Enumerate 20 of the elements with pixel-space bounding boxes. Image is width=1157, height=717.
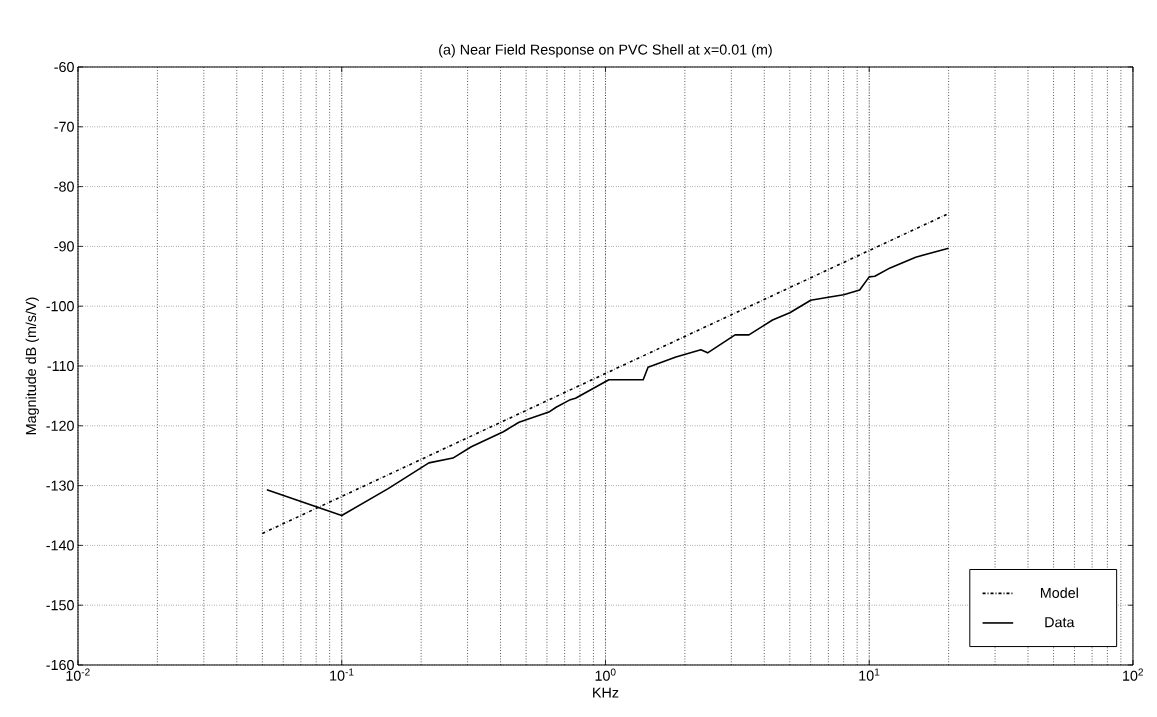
y-tick-label: -90 [54,241,74,252]
y-tick-label: -60 [54,61,74,73]
y-tick-label: -160 [46,659,74,671]
legend-label: Data [1045,617,1075,628]
x-tick-label: 10$^{1}$ [859,668,880,681]
y-tick-label: -140 [46,540,74,551]
legend-label: Model [1040,587,1078,598]
chart-title: (a) Near Field Response on PVC Shell at x=0.01 (m) [439,44,772,58]
y-tick-label: -70 [54,121,74,132]
y-tick-label: -130 [46,480,74,491]
x-tick-label: 10$^{-1}$ [330,668,354,681]
x-axis-title: KHz [593,687,619,698]
y-axis-title: Magnitude dB (m/s/V) [25,297,39,435]
y-tick-label: -80 [54,181,74,192]
x-tick-label: 10$^{0}$ [595,668,616,681]
y-tick-label: -150 [46,600,74,611]
x-tick-label: 10$^{2}$ [1123,668,1143,681]
y-tick-label: -110 [47,360,74,372]
y-tick-label: -120 [46,420,74,431]
y-tick-label: -100 [46,301,74,312]
